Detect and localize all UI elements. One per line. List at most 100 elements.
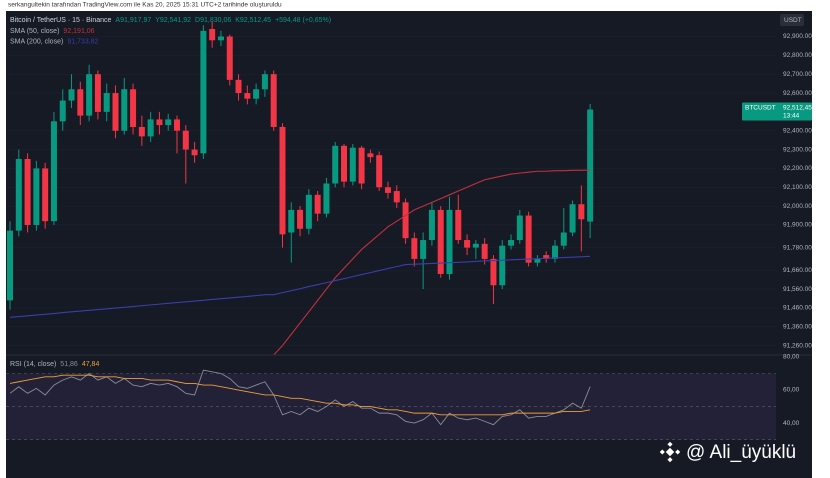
candle-body: [560, 232, 567, 246]
candle-body: [341, 145, 348, 182]
candle-body: [384, 187, 391, 193]
legend-value: 92,191,06: [63, 28, 94, 35]
y-tick-label: 91,360.00: [783, 323, 812, 330]
candle-body: [209, 28, 216, 41]
candle-body: [86, 74, 93, 116]
candle-body: [314, 194, 321, 214]
candle-body: [393, 191, 400, 203]
candle-body: [68, 89, 75, 101]
candle-body: [464, 240, 471, 248]
price-badge: [742, 102, 812, 121]
y-tick-label: 91,460.00: [783, 305, 812, 312]
legend-ohlc: Y92,541,92: [155, 17, 191, 24]
y-tick-label: 92,600.00: [783, 90, 812, 97]
legend-title: Bitcoin / TetherUS · 15 · Binance: [10, 17, 112, 24]
y-tick-label: 91,560.00: [783, 286, 812, 293]
y-tick-label: 92,200.00: [783, 165, 812, 172]
candle-body: [217, 36, 224, 41]
legend-ohlc: K92,512,45: [235, 17, 271, 24]
candle-body: [551, 245, 558, 259]
candle-body: [455, 209, 462, 241]
candle-body: [33, 168, 40, 225]
candle-body: [253, 89, 260, 99]
candle-body: [578, 204, 585, 220]
candle-body: [516, 215, 523, 241]
candle-body: [165, 119, 172, 126]
y-tick-label: 91,260.00: [783, 342, 812, 349]
candle-body: [534, 258, 541, 263]
candle-body: [235, 79, 242, 94]
y-tick-label: 91,900.00: [783, 222, 812, 229]
candle-body: [499, 245, 506, 286]
candle-body: [490, 258, 497, 286]
candle-body: [367, 153, 374, 158]
candle-body: [103, 93, 110, 112]
candle-body: [121, 89, 128, 131]
candle-body: [297, 209, 304, 229]
legend-value: 47,84: [82, 361, 100, 368]
candle-body: [349, 147, 356, 182]
candle-body: [244, 93, 251, 99]
candle-body: [305, 194, 312, 229]
y-tick-label: 91,780.00: [783, 244, 812, 251]
candle-body: [402, 202, 409, 239]
legend-title: RSI (14, close): [10, 361, 56, 368]
candle-body: [569, 204, 576, 233]
candle-body: [358, 147, 365, 184]
candle-body: [15, 159, 22, 231]
candle-body: [508, 240, 515, 246]
candle-body: [94, 74, 101, 112]
candle-body: [446, 209, 453, 274]
candle-body: [156, 119, 163, 126]
candle-body: [174, 119, 181, 131]
candle-body: [323, 183, 330, 214]
series-line: [9, 255, 591, 318]
candle-body: [112, 93, 119, 131]
candle-body: [270, 74, 277, 127]
y-tick-label: 92,900.00: [783, 33, 812, 40]
candle-body: [261, 74, 268, 90]
candle-body: [7, 230, 13, 301]
y-tick-label: 92,300.00: [783, 146, 812, 153]
y-tick-label: 92,700.00: [783, 71, 812, 78]
chart-background: [6, 11, 812, 478]
y-tick-label: 91,660.00: [783, 267, 812, 274]
candle-body: [525, 215, 532, 263]
candle-body: [288, 209, 295, 233]
candle-body: [472, 243, 479, 248]
watermark: @ Ali_üyüklü: [686, 442, 796, 463]
unit-box: [780, 14, 804, 26]
candle-body: [147, 119, 154, 137]
candle-body: [279, 126, 286, 235]
candle-body: [437, 209, 444, 274]
y-tick-label: 60,00: [783, 387, 800, 394]
axis-unit: USDT: [784, 17, 802, 24]
candle-body: [24, 159, 31, 225]
legend-value: 51,86: [60, 361, 78, 368]
candle-body: [42, 168, 49, 222]
candle-body: [138, 126, 145, 137]
candle-body: [543, 255, 550, 259]
candle-body: [50, 121, 57, 222]
header-credit: serkangultekin tarafından TradingView.co…: [8, 2, 282, 9]
legend-name: SMA (200, close): [10, 38, 63, 45]
series-line: [9, 374, 591, 416]
series-line: [273, 169, 591, 356]
y-tick-label: 92,800.00: [783, 52, 812, 59]
candle-body: [200, 30, 207, 154]
legend-ohlc: D91,830,06: [195, 17, 231, 24]
y-tick-label: 92,100.00: [783, 184, 812, 191]
candle-body: [481, 243, 488, 259]
legend-value: 91,733,82: [67, 38, 98, 45]
candle-body: [226, 36, 233, 80]
candle-body: [332, 145, 339, 184]
candle-body: [411, 238, 418, 259]
badge-price: 92,512,45: [783, 104, 812, 111]
candle-body: [587, 109, 594, 222]
y-tick-label: 80,00: [783, 354, 800, 361]
badge-time: 13:44: [783, 112, 800, 119]
candle-body: [376, 155, 383, 188]
candle-body: [130, 89, 137, 127]
candle-body: [191, 149, 198, 156]
